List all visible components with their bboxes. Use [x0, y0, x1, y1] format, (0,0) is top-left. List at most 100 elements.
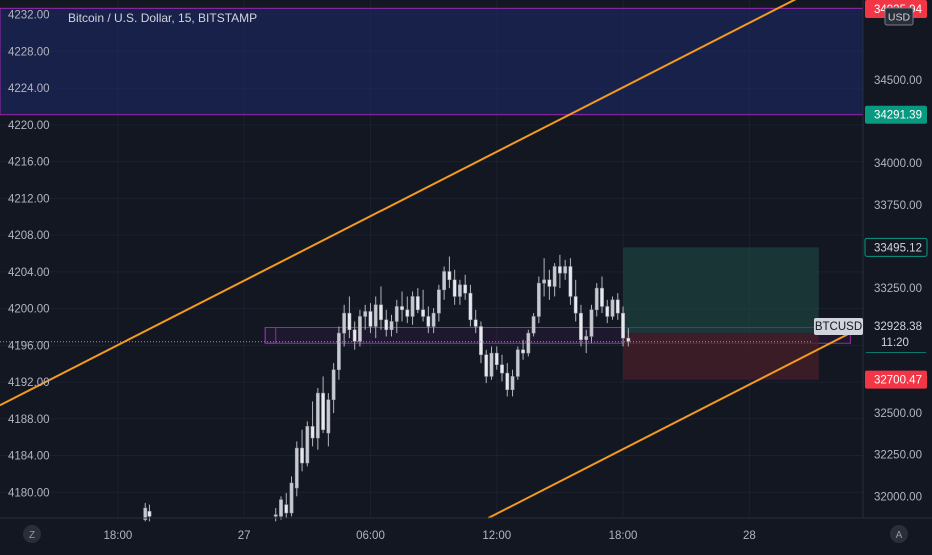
position-target-zone[interactable] [623, 247, 819, 334]
price-tag-box [865, 105, 927, 124]
currency-badge-box [884, 7, 914, 26]
time-tick-label: 28 [743, 530, 756, 542]
price-tag: 32700.47 [865, 370, 927, 389]
time-scale[interactable]: 18:00 27 06:00 12:00 18:00 28 Z A [0, 517, 932, 543]
auto-scale-button[interactable] [890, 525, 908, 543]
position-tool[interactable] [623, 247, 819, 380]
candle-body [452, 279, 457, 297]
candle-body [605, 306, 610, 317]
last-price-label: BTCUSD 32928.38 11:20 [814, 318, 932, 352]
right-tick-label: 32250.00 [874, 450, 922, 462]
trendlines-layer[interactable] [0, 0, 864, 519]
candle-body [510, 376, 515, 390]
last-price-value: 32928.38 [874, 321, 922, 333]
left-tick-label: 4220.00 [8, 120, 50, 132]
candle-body [584, 336, 589, 341]
candle-body [515, 349, 520, 377]
candle-body [568, 266, 573, 297]
candle-body [143, 507, 148, 520]
supply-zone[interactable] [0, 7, 864, 116]
candle-body [305, 426, 310, 464]
candle-body [415, 296, 420, 311]
bar-countdown: 11:20 [881, 337, 909, 349]
candle-body [573, 296, 578, 314]
left-tick-label: 4228.00 [8, 46, 50, 58]
right-tick-label: 32000.00 [874, 491, 922, 503]
candle-body [484, 354, 489, 377]
candle-body [489, 352, 494, 377]
candle-body [473, 319, 478, 327]
lower-trendline[interactable] [487, 325, 864, 519]
left-tick-label: 4196.00 [8, 340, 50, 352]
candle-body [558, 266, 562, 274]
candle-body [321, 392, 325, 430]
time-tick-label: 06:00 [356, 530, 385, 542]
candle-body [352, 329, 357, 342]
right-price-scale[interactable]: 32000.00 32250.00 32500.00 33250.00 33750.00… [862, 0, 932, 518]
left-tick-label: 4216.00 [8, 157, 50, 169]
candles-layer [143, 254, 631, 522]
candle-body [494, 352, 499, 366]
last-price-box [864, 318, 932, 352]
candle-body [536, 282, 541, 317]
candle-body [468, 292, 473, 321]
right-tick-label: 33250.00 [874, 283, 922, 295]
currency-badge-text: USD [888, 12, 911, 24]
candle-body [436, 289, 441, 314]
candle-body [394, 306, 399, 322]
zones-layer [0, 7, 864, 344]
candle-body [300, 447, 304, 464]
candle-body [294, 447, 299, 489]
symbol-tag-text: BTCUSD [815, 321, 862, 333]
position-stop-zone[interactable] [623, 333, 819, 380]
candle-body [368, 311, 373, 327]
chart-title: Bitcoin / U.S. Dollar, 15, BITSTAMP [68, 11, 257, 25]
price-tag-box [865, 370, 927, 389]
candle-body [379, 304, 383, 321]
candle-body [615, 299, 620, 314]
left-tick-label: 4180.00 [8, 487, 50, 499]
candle-body [626, 337, 631, 342]
auto-scale-label: A [896, 530, 903, 541]
left-tick-label: 4188.00 [8, 414, 50, 426]
candle-body [479, 326, 483, 356]
currency-badge[interactable]: USD [884, 7, 914, 26]
candle-body [579, 312, 583, 341]
candle-body [542, 279, 546, 284]
zone-start-box [264, 327, 277, 344]
candle-body [363, 311, 368, 317]
left-tick-labels: 4180.00 4184.00 4188.00 4192.00 4196.00 4200.… [8, 10, 50, 500]
candle-body [610, 299, 615, 317]
candle-body [410, 296, 415, 317]
candle-body [563, 266, 568, 274]
time-tick-label: 18:00 [103, 530, 132, 542]
price-tag-box [864, 237, 928, 257]
left-tick-label: 4224.00 [8, 83, 50, 95]
time-tick-label: 18:00 [609, 530, 638, 542]
z-mode-button[interactable] [23, 525, 41, 543]
candle-body [594, 287, 599, 311]
left-tick-label: 4212.00 [8, 193, 50, 205]
candle-body [326, 399, 331, 434]
candle-body [347, 312, 352, 331]
candle-body [500, 364, 504, 374]
candle-body [337, 332, 341, 371]
candle-body [342, 312, 347, 334]
candle-body [426, 316, 431, 327]
left-tick-label: 4184.00 [8, 451, 50, 463]
candle-body [600, 287, 604, 307]
candle-body [358, 316, 362, 342]
candle-body [421, 309, 425, 317]
right-scale-background [863, 0, 932, 518]
candle-body [505, 372, 510, 390]
candle-body [405, 309, 410, 317]
candle-body [552, 266, 557, 287]
right-tick-labels: 32000.00 32250.00 32500.00 33250.00 33750.00… [874, 75, 922, 503]
left-tick-label: 4192.00 [8, 377, 50, 389]
right-tick-label: 33750.00 [874, 200, 922, 212]
price-tag: 34291.39 [865, 105, 927, 124]
upper-trendline[interactable] [0, 0, 802, 407]
time-tick-labels: 18:00 27 06:00 12:00 18:00 28 [103, 530, 755, 542]
